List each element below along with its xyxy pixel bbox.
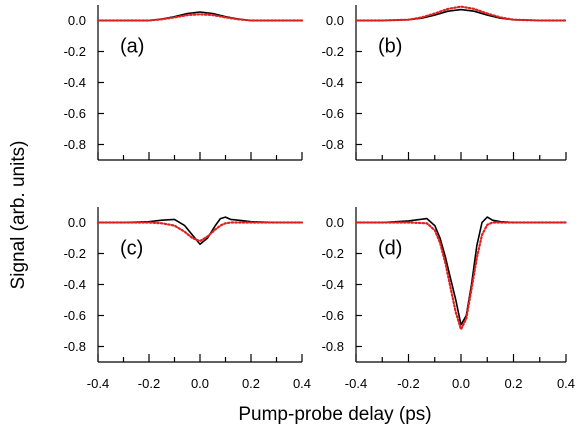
x-tick-label: 0.2 [242,376,260,391]
x-axis-label: Pump-probe delay (ps) [238,404,431,425]
x-tick-label: 0.2 [504,376,522,391]
y-tick-label: -0.6 [322,308,344,323]
x-tick-label: -0.4 [87,376,109,391]
measured-curve [356,216,566,326]
y-tick-label: -0.2 [322,246,344,261]
y-tick-label: 0.0 [68,215,86,230]
y-tick-label: -0.2 [64,246,86,261]
x-tick-label: 0.4 [557,376,575,391]
panel-b: 0.0 -0.2 -0.4 -0.6 -0.8 (b) [322,5,568,161]
y-tick-label: 0.0 [68,13,86,28]
panel-label: (b) [378,35,402,57]
y-tick-label: -0.4 [64,75,86,90]
measured-curve [98,216,302,245]
panel-d: 0.0 -0.2 -0.4 -0.6 -0.8 -0.4 -0.2 0.0 0.2 0.4 (d) [322,207,575,391]
panel-c: 0.0 -0.2 -0.4 -0.6 -0.8 -0.4 -0.2 0.0 0.2 0.4 (c) [64,207,311,391]
panel-label: (a) [120,35,144,57]
y-tick-label: -0.4 [322,75,344,90]
y-tick-label: -0.2 [64,44,86,59]
fit-curve [354,5,568,22]
measured-curve [98,11,302,22]
panel-label: (d) [378,237,402,259]
panel-a: 0.0 -0.2 -0.4 -0.6 -0.8 (a) [64,5,304,161]
x-tick-label: -0.4 [345,376,367,391]
x-tick-label: 0.0 [191,376,209,391]
y-tick-label: 0.0 [326,215,344,230]
fit-curve [96,221,304,243]
y-tick-label: -0.4 [322,277,344,292]
y-tick-label: 0.0 [326,13,344,28]
panel-label: (c) [120,237,143,259]
y-tick-label: -0.4 [64,277,86,292]
x-tick-label: -0.2 [397,376,419,391]
y-axis-label: Signal (arb. units) [8,141,29,290]
y-tick-label: -0.6 [64,308,86,323]
x-tick-label: -0.2 [138,376,160,391]
y-tick-label: -0.8 [322,137,344,152]
y-tick-label: -0.8 [64,339,86,354]
y-tick-label: -0.8 [322,339,344,354]
measured-curve [356,8,566,22]
y-tick-label: -0.8 [64,137,86,152]
y-tick-label: -0.6 [64,106,86,121]
y-tick-label: -0.6 [322,106,344,121]
fit-curve [96,13,304,22]
x-tick-label: 0.4 [293,376,311,391]
fit-curve [354,221,568,331]
y-tick-label: -0.2 [322,44,344,59]
x-tick-label: 0.0 [452,376,470,391]
